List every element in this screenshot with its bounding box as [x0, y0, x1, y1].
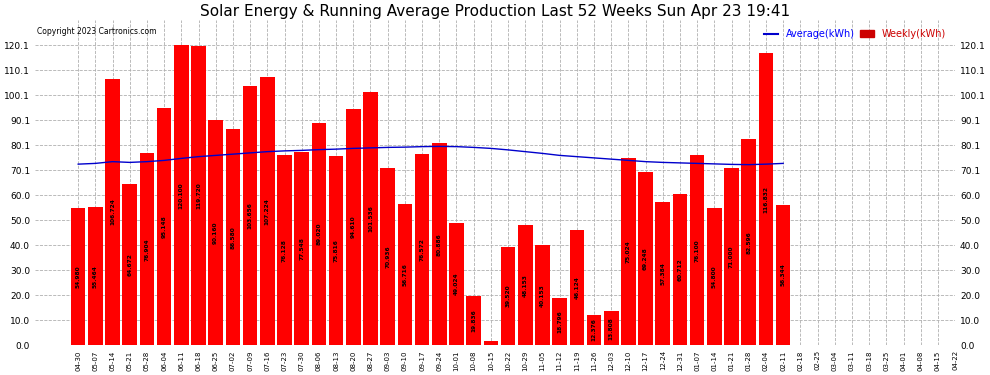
Bar — [518, 225, 533, 345]
Text: 107.224: 107.224 — [265, 198, 270, 225]
Text: 60.712: 60.712 — [677, 258, 682, 281]
Text: 18.796: 18.796 — [557, 310, 562, 333]
Text: 56.344: 56.344 — [781, 264, 786, 286]
Text: 76.904: 76.904 — [145, 238, 149, 261]
Text: 54.980: 54.980 — [75, 266, 81, 288]
Text: 101.536: 101.536 — [368, 205, 373, 232]
Bar — [690, 155, 705, 345]
Text: 54.800: 54.800 — [712, 266, 717, 288]
Bar — [209, 120, 223, 345]
Text: 70.936: 70.936 — [385, 246, 390, 268]
Bar — [312, 123, 327, 345]
Bar — [140, 153, 154, 345]
Bar — [587, 315, 601, 345]
Bar — [226, 129, 241, 345]
Text: 64.672: 64.672 — [128, 253, 133, 276]
Text: 46.124: 46.124 — [574, 276, 579, 299]
Bar — [243, 86, 257, 345]
Bar — [277, 155, 292, 345]
Bar — [88, 207, 103, 345]
Bar — [707, 209, 722, 345]
Bar — [501, 247, 516, 345]
Bar — [432, 143, 446, 345]
Text: 95.148: 95.148 — [161, 215, 166, 238]
Bar — [742, 139, 756, 345]
Title: Solar Energy & Running Average Production Last 52 Weeks Sun Apr 23 19:41: Solar Energy & Running Average Productio… — [200, 4, 790, 19]
Bar — [346, 109, 360, 345]
Text: 69.248: 69.248 — [644, 248, 648, 270]
Bar — [604, 311, 619, 345]
Text: 56.716: 56.716 — [402, 263, 407, 286]
Bar — [329, 156, 344, 345]
Bar — [466, 296, 481, 345]
Text: 57.384: 57.384 — [660, 262, 665, 285]
Text: 76.572: 76.572 — [420, 238, 425, 261]
Bar — [123, 184, 137, 345]
Text: 76.128: 76.128 — [282, 239, 287, 262]
Text: 94.610: 94.610 — [350, 216, 355, 238]
Text: 89.020: 89.020 — [317, 223, 322, 245]
Bar — [725, 168, 739, 345]
Text: 119.720: 119.720 — [196, 182, 201, 209]
Bar — [105, 78, 120, 345]
Text: 75.024: 75.024 — [626, 240, 631, 263]
Bar — [483, 340, 498, 345]
Bar — [639, 172, 653, 345]
Text: 103.656: 103.656 — [248, 202, 252, 229]
Bar — [621, 158, 636, 345]
Text: 39.520: 39.520 — [506, 285, 511, 308]
Text: 12.376: 12.376 — [591, 318, 597, 341]
Bar — [569, 230, 584, 345]
Bar — [415, 154, 430, 345]
Text: 13.808: 13.808 — [609, 317, 614, 340]
Bar — [260, 77, 274, 345]
Text: 55.464: 55.464 — [93, 265, 98, 288]
Bar — [552, 298, 567, 345]
Bar — [71, 208, 85, 345]
Bar — [174, 45, 189, 345]
Bar — [363, 92, 378, 345]
Text: 116.832: 116.832 — [763, 186, 768, 213]
Bar — [380, 168, 395, 345]
Text: 120.100: 120.100 — [179, 182, 184, 209]
Bar — [536, 245, 549, 345]
Text: Copyright 2023 Cartronics.com: Copyright 2023 Cartronics.com — [37, 27, 156, 36]
Text: 106.724: 106.724 — [110, 199, 115, 225]
Text: 40.153: 40.153 — [540, 284, 545, 307]
Text: 48.153: 48.153 — [523, 274, 528, 297]
Bar — [191, 46, 206, 345]
Bar — [449, 223, 463, 345]
Bar — [672, 194, 687, 345]
Text: 82.596: 82.596 — [746, 231, 751, 254]
Legend: Average(kWh), Weekly(kWh): Average(kWh), Weekly(kWh) — [759, 25, 950, 43]
Bar — [655, 202, 670, 345]
Bar — [776, 204, 790, 345]
Text: 86.580: 86.580 — [231, 226, 236, 249]
Bar — [398, 204, 412, 345]
Text: 71.000: 71.000 — [729, 245, 734, 268]
Bar — [156, 108, 171, 345]
Text: 76.100: 76.100 — [695, 239, 700, 262]
Text: 75.816: 75.816 — [334, 239, 339, 262]
Bar — [294, 152, 309, 345]
Text: 19.836: 19.836 — [471, 309, 476, 332]
Text: 77.548: 77.548 — [299, 237, 304, 260]
Text: 49.024: 49.024 — [454, 273, 459, 296]
Text: 90.160: 90.160 — [213, 222, 218, 244]
Bar — [758, 53, 773, 345]
Text: 80.886: 80.886 — [437, 233, 442, 256]
